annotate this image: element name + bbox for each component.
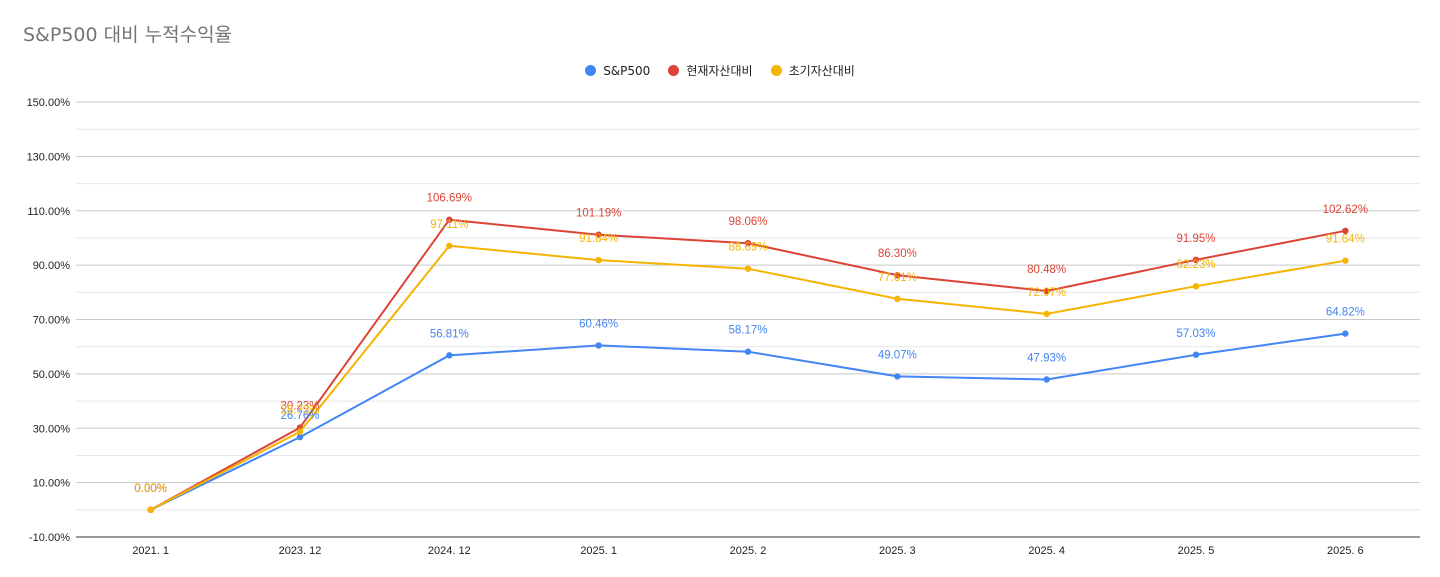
data-label-initial-assets: 0.00% xyxy=(134,483,167,495)
series-line-initial-assets xyxy=(150,244,1346,511)
data-point-initial-assets xyxy=(147,506,154,514)
legend-swatch-initial-assets xyxy=(770,65,782,76)
data-point-sp500 xyxy=(595,342,602,349)
y-tick-label: 30.00% xyxy=(33,423,71,435)
chart-legend: S&P500 현재자산대비 초기자산대비 xyxy=(0,62,1440,79)
x-tick-label: 2025. 3 xyxy=(879,545,916,557)
data-label-sp500: 58.17% xyxy=(728,325,767,337)
data-label-initial-assets: 28.73% xyxy=(280,405,319,417)
data-point-current-assets xyxy=(1342,227,1349,235)
legend-item-sp500[interactable]: S&P500 xyxy=(585,62,650,79)
legend-swatch-sp500 xyxy=(585,65,597,76)
data-label-initial-assets: 72.07% xyxy=(1027,287,1066,299)
data-label-current-assets: 80.48% xyxy=(1027,264,1066,276)
y-tick-label: 50.00% xyxy=(33,369,71,381)
data-label-current-assets: 106.69% xyxy=(427,193,472,205)
y-tick-label: 70.00% xyxy=(33,315,71,327)
data-label-sp500: 64.82% xyxy=(1326,307,1365,319)
data-label-sp500: 26.76% xyxy=(280,410,319,422)
data-label-initial-assets: 77.61% xyxy=(878,272,917,284)
data-label-current-assets: 91.95% xyxy=(1176,233,1215,245)
data-point-initial-assets xyxy=(1192,283,1200,290)
x-tick-label: 2025. 6 xyxy=(1327,545,1364,557)
data-point-initial-assets xyxy=(595,256,602,264)
x-tick-label: 2025. 1 xyxy=(580,545,617,557)
legend-label-initial-assets: 초기자산대비 xyxy=(788,64,855,78)
data-label-initial-assets: 97.11% xyxy=(430,219,468,231)
data-label-sp500: 60.46% xyxy=(579,318,618,330)
data-point-sp500 xyxy=(296,433,304,441)
legend-label-current-assets: 현재자산대비 xyxy=(686,64,753,78)
data-label-sp500: 47.93% xyxy=(1027,353,1066,365)
legend-item-current-assets[interactable]: 현재자산대비 xyxy=(668,62,753,79)
legend-label-sp500: S&P500 xyxy=(603,63,651,78)
y-tick-label: 110.00% xyxy=(27,206,70,218)
data-point-initial-assets xyxy=(1342,257,1349,264)
data-point-sp500 xyxy=(1043,376,1050,383)
data-point-sp500 xyxy=(1192,351,1200,358)
x-tick-label: 2023. 12 xyxy=(279,545,322,557)
data-point-current-assets xyxy=(446,216,453,223)
y-tick-label: 130.00% xyxy=(27,151,71,163)
data-label-initial-assets: 88.69% xyxy=(728,242,767,254)
data-point-sp500 xyxy=(1342,330,1349,337)
data-label-sp500: 0.00% xyxy=(134,483,167,495)
data-label-current-assets: 86.30% xyxy=(878,248,917,260)
data-label-current-assets: 98.06% xyxy=(728,216,767,228)
series-line-current-assets xyxy=(150,218,1346,511)
data-point-current-assets xyxy=(744,240,752,247)
data-point-current-assets xyxy=(1192,256,1200,264)
y-tick-label: 90.00% xyxy=(33,260,71,272)
chart-title: S&P500 대비 누적수익율 xyxy=(23,24,233,46)
data-label-initial-assets: 82.23% xyxy=(1176,259,1215,271)
data-point-initial-assets xyxy=(894,295,901,303)
data-point-initial-assets xyxy=(296,428,304,435)
y-tick-label: 10.00% xyxy=(33,478,71,490)
data-point-sp500 xyxy=(446,352,453,359)
data-point-current-assets xyxy=(595,231,602,238)
x-tick-label: 2025. 4 xyxy=(1028,545,1065,557)
data-label-current-assets: 101.19% xyxy=(576,208,621,220)
data-label-current-assets: 0.00% xyxy=(134,483,167,495)
data-label-sp500: 56.81% xyxy=(430,328,469,340)
data-label-current-assets: 102.62% xyxy=(1323,204,1368,216)
x-tick-label: 2025. 2 xyxy=(730,545,767,557)
data-point-current-assets xyxy=(1043,287,1050,295)
x-tick-label: 2025. 5 xyxy=(1178,545,1215,557)
legend-item-initial-assets[interactable]: 초기자산대비 xyxy=(770,62,855,79)
data-point-initial-assets xyxy=(446,242,453,249)
data-point-initial-assets xyxy=(1043,310,1050,318)
legend-swatch-current-assets xyxy=(668,65,680,76)
data-point-sp500 xyxy=(744,348,752,355)
data-point-initial-assets xyxy=(744,265,752,272)
data-label-sp500: 49.07% xyxy=(878,349,917,361)
y-tick-label: -10.00% xyxy=(29,532,70,544)
data-label-sp500: 57.03% xyxy=(1176,328,1215,340)
series-line-sp500 xyxy=(150,332,1346,511)
x-tick-label: 2024. 12 xyxy=(428,545,471,557)
data-point-current-assets xyxy=(894,271,901,279)
y-tick-label: 150.00% xyxy=(27,97,71,109)
data-point-sp500 xyxy=(894,373,901,380)
data-label-initial-assets: 91.84% xyxy=(579,233,618,245)
data-label-current-assets: 30.23% xyxy=(280,401,319,413)
x-tick-label: 2021. 1 xyxy=(132,545,169,557)
data-label-initial-assets: 91.64% xyxy=(1326,234,1365,246)
